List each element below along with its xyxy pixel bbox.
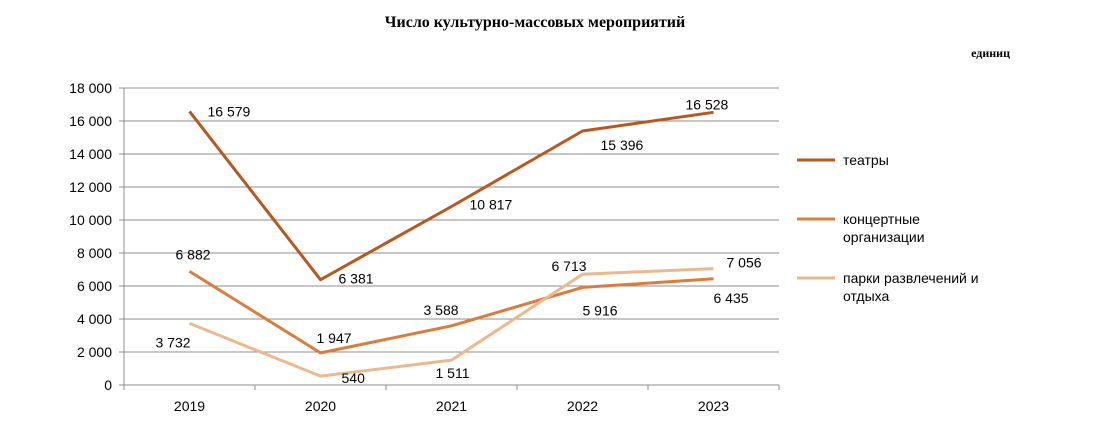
x-tick-label: 2021 <box>436 398 467 414</box>
data-label: 6 713 <box>552 258 587 274</box>
series-line-1 <box>188 110 714 282</box>
gridlines <box>124 87 779 353</box>
y-tick-label: 4 000 <box>77 311 112 327</box>
legend-label: театры <box>843 152 889 168</box>
x-tick-label: 2022 <box>567 398 598 414</box>
legend-label: организации <box>843 229 925 245</box>
x-tick-label: 2023 <box>698 398 729 414</box>
data-label: 15 396 <box>601 137 644 153</box>
data-label: 10 817 <box>470 197 513 213</box>
data-label: 16 528 <box>686 96 729 112</box>
y-tick-label: 16 000 <box>69 113 112 129</box>
y-tick-label: 0 <box>104 377 112 393</box>
legend: театры концертные организации парки развлеч… <box>797 152 979 304</box>
chart-title: Число культурно-массовых мероприятий <box>385 14 685 31</box>
data-label: 5 916 <box>583 302 618 318</box>
y-tick-label: 8 000 <box>77 245 112 261</box>
y-tick-label: 14 000 <box>69 146 112 162</box>
legend-label: парки развлечений и <box>843 270 979 286</box>
data-label: 540 <box>342 370 366 386</box>
data-label: 3 732 <box>156 334 191 350</box>
data-label: 7 056 <box>727 255 762 271</box>
y-tick-label: 2 000 <box>77 344 112 360</box>
y-tick-label: 18 000 <box>69 80 112 96</box>
data-label: 6 381 <box>339 271 374 287</box>
data-label: 16 579 <box>208 103 251 119</box>
legend-label: концертные <box>843 211 920 227</box>
series-line-2 <box>188 270 714 355</box>
data-label: 1 947 <box>317 330 352 346</box>
data-label: 1 511 <box>436 365 470 381</box>
axes: 0 2 000 4 000 6 000 8 000 10 000 12 000 14 000 1… <box>69 80 780 414</box>
y-tick-label: 12 000 <box>69 179 112 195</box>
unit-label: единиц <box>971 46 1010 60</box>
y-tick-label: 6 000 <box>77 278 112 294</box>
series-lines <box>188 110 714 378</box>
data-labels: 16 579 6 381 10 817 15 396 16 528 6 882 1 947 3… <box>156 96 762 386</box>
series-line-3 <box>188 267 714 378</box>
x-tick-label: 2019 <box>174 398 205 414</box>
data-label: 3 588 <box>424 302 459 318</box>
y-tick-label: 10 000 <box>69 212 112 228</box>
data-label: 6 435 <box>714 290 749 306</box>
x-tick-label: 2020 <box>305 398 336 414</box>
data-label: 6 882 <box>176 246 211 262</box>
legend-label: отдыха <box>843 288 890 304</box>
